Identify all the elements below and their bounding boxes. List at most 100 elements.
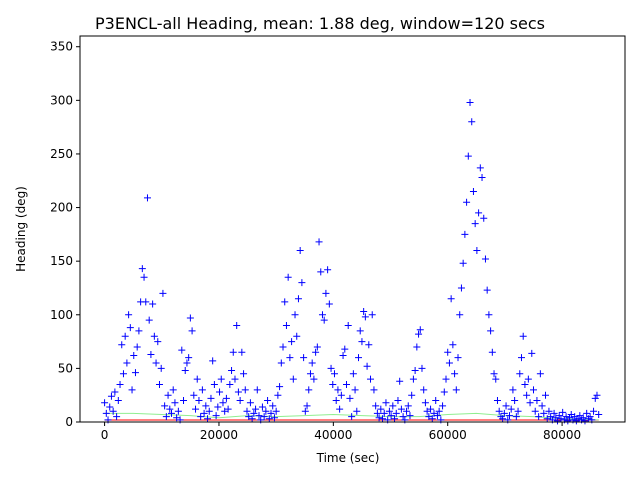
data-point xyxy=(255,412,263,420)
data-point xyxy=(228,367,236,375)
data-point xyxy=(212,412,220,420)
data-point xyxy=(526,399,534,407)
data-point xyxy=(236,397,244,405)
data-point xyxy=(192,405,200,413)
data-point xyxy=(123,359,131,367)
data-point xyxy=(157,364,165,372)
data-point xyxy=(150,332,158,340)
data-point xyxy=(435,407,443,415)
data-point xyxy=(113,413,121,421)
data-point xyxy=(439,402,447,410)
data-point xyxy=(404,402,412,410)
data-point xyxy=(387,412,395,420)
data-point xyxy=(385,407,393,415)
data-point xyxy=(305,386,313,394)
data-point xyxy=(591,394,599,402)
data-point xyxy=(399,413,407,421)
data-point xyxy=(145,316,153,324)
data-point xyxy=(224,405,232,413)
data-point xyxy=(564,417,572,425)
data-point xyxy=(329,380,337,388)
data-point xyxy=(277,359,285,367)
data-point xyxy=(559,408,567,416)
data-point xyxy=(406,412,414,420)
data-point xyxy=(222,394,230,402)
data-point xyxy=(524,375,532,383)
data-point xyxy=(253,386,261,394)
data-point xyxy=(195,397,203,405)
data-point xyxy=(507,405,515,413)
data-point xyxy=(109,407,117,415)
y-tick-label: 300 xyxy=(50,93,73,107)
data-point xyxy=(550,409,558,417)
data-point xyxy=(459,259,467,267)
data-point xyxy=(276,383,284,391)
data-point xyxy=(231,375,239,383)
data-point xyxy=(579,414,587,422)
y-tick-label: 250 xyxy=(50,147,73,161)
y-tick-label: 100 xyxy=(50,308,73,322)
data-point xyxy=(358,338,366,346)
data-point xyxy=(514,407,522,415)
data-point xyxy=(126,324,134,332)
y-tick-label: 350 xyxy=(50,40,73,54)
data-point xyxy=(476,164,484,172)
data-point xyxy=(301,407,309,415)
x-axis-label: Time (sec) xyxy=(316,451,380,465)
data-point xyxy=(531,407,539,415)
data-point xyxy=(248,415,256,423)
data-point xyxy=(355,354,363,362)
data-point xyxy=(291,311,299,319)
data-point xyxy=(282,322,290,329)
data-point xyxy=(240,370,248,378)
data-point xyxy=(140,273,148,281)
data-point xyxy=(529,386,537,394)
data-point xyxy=(409,375,417,383)
data-point xyxy=(265,415,273,423)
data-point xyxy=(313,343,321,351)
data-point xyxy=(538,402,546,410)
data-point xyxy=(289,375,297,383)
data-point xyxy=(463,198,471,206)
data-point xyxy=(466,98,474,106)
data-point xyxy=(473,246,481,254)
data-point xyxy=(169,386,177,394)
data-point xyxy=(324,266,332,274)
data-point xyxy=(540,409,548,417)
data-point xyxy=(252,405,260,413)
data-point xyxy=(111,388,119,396)
data-point xyxy=(346,394,354,402)
data-point xyxy=(528,349,536,357)
data-point xyxy=(440,388,448,396)
data-point xyxy=(171,399,179,407)
data-point xyxy=(107,392,115,400)
data-point xyxy=(351,386,359,394)
data-point xyxy=(461,230,469,238)
data-point xyxy=(432,397,440,405)
data-point xyxy=(142,298,150,306)
y-tick-label: 200 xyxy=(50,201,73,215)
data-point xyxy=(293,332,301,340)
data-point xyxy=(488,348,496,356)
data-point xyxy=(246,399,254,407)
data-point xyxy=(284,273,292,281)
data-point xyxy=(367,375,375,383)
data-point xyxy=(312,348,320,356)
data-point xyxy=(229,348,237,356)
data-point xyxy=(356,327,364,335)
data-point xyxy=(595,410,603,418)
data-point xyxy=(272,407,280,415)
data-point xyxy=(178,346,186,354)
data-point xyxy=(442,375,450,383)
data-point xyxy=(542,391,550,399)
y-tick-label: 50 xyxy=(58,361,73,375)
data-point xyxy=(483,286,491,294)
data-point xyxy=(183,359,191,367)
data-point xyxy=(143,194,151,202)
data-point xyxy=(238,348,246,356)
data-point xyxy=(185,354,193,362)
data-point xyxy=(348,413,356,421)
